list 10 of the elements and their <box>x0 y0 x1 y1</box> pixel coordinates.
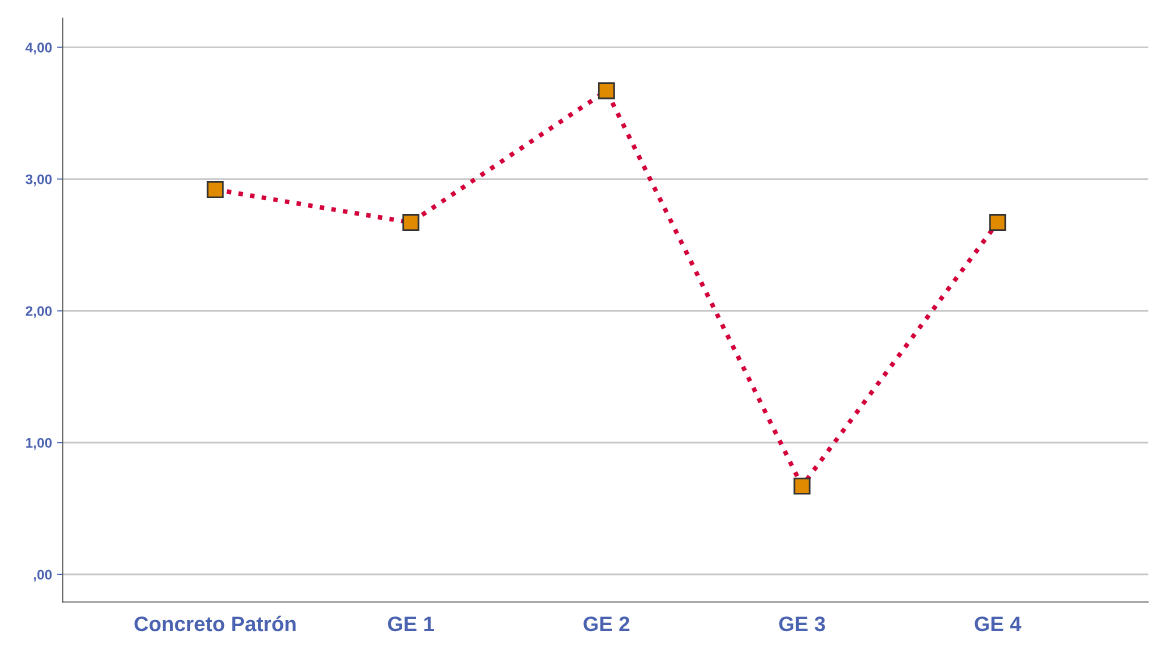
x-tick-label: GE 1 <box>387 616 435 632</box>
y-tick-label: 3,00 <box>25 174 52 187</box>
x-tick-label: Concreto Patrón <box>134 615 296 632</box>
y-tick-label: 2,00 <box>25 306 52 319</box>
y-tick-label: ,00 <box>33 569 52 582</box>
y-tick-label: 1,00 <box>26 437 52 450</box>
x-tick-label: GE 4 <box>974 616 1022 632</box>
y-tick-label: 4,00 <box>25 42 52 55</box>
x-tick-label: GE 2 <box>583 616 630 632</box>
x-tick-label: GE 3 <box>779 616 826 632</box>
